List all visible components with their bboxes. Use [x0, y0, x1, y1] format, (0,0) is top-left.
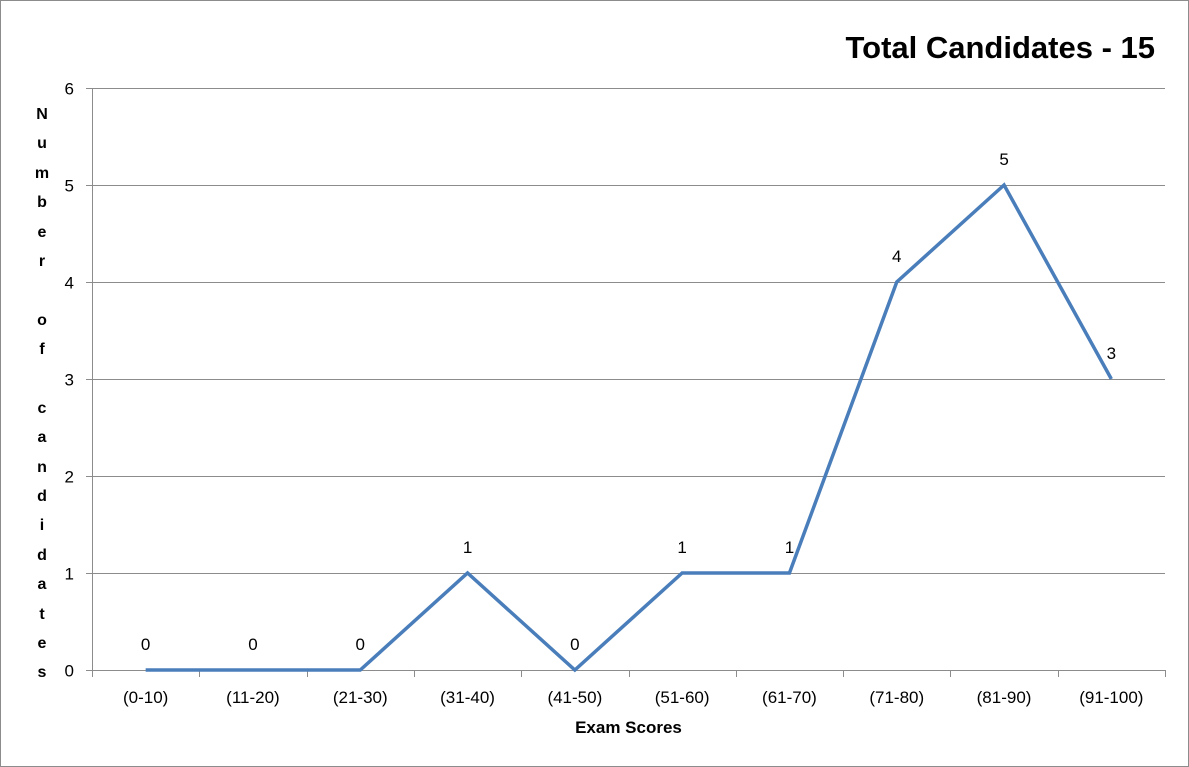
data-label: 0 [141, 635, 150, 654]
data-label: 1 [463, 538, 472, 557]
series-line [145, 182, 1113, 673]
x-tick-label: (91-100) [1079, 688, 1143, 707]
x-tick-label: (0-10) [123, 688, 168, 707]
data-label: 0 [570, 635, 579, 654]
x-tick-label: (81-90) [977, 688, 1032, 707]
x-tick-label: (31-40) [440, 688, 495, 707]
data-label: 4 [892, 247, 901, 266]
x-tick-label: (51-60) [655, 688, 710, 707]
x-tick-label: (61-70) [762, 688, 817, 707]
y-tick-label: 0 [65, 662, 74, 681]
x-tick-label: (11-20) [226, 688, 280, 707]
data-label: 0 [248, 635, 257, 654]
x-tick-label: (41-50) [547, 688, 602, 707]
data-label: 5 [999, 150, 1008, 169]
data-label: 1 [785, 538, 794, 557]
y-tick-label: 6 [65, 80, 74, 99]
x-tick-label: (21-30) [333, 688, 388, 707]
data-label: 3 [1107, 344, 1116, 363]
data-label: 1 [677, 538, 686, 557]
y-tick-label: 4 [65, 274, 74, 293]
y-tick-label: 1 [65, 565, 74, 584]
y-tick-label: 5 [65, 177, 74, 196]
x-axis-label: Exam Scores [575, 718, 682, 737]
chart-title: Total Candidates - 15 [845, 30, 1156, 65]
data-label: 0 [356, 635, 365, 654]
x-tick-label: (71-80) [869, 688, 924, 707]
y-tick-label: 2 [65, 468, 74, 487]
y-tick-label: 3 [65, 371, 74, 390]
